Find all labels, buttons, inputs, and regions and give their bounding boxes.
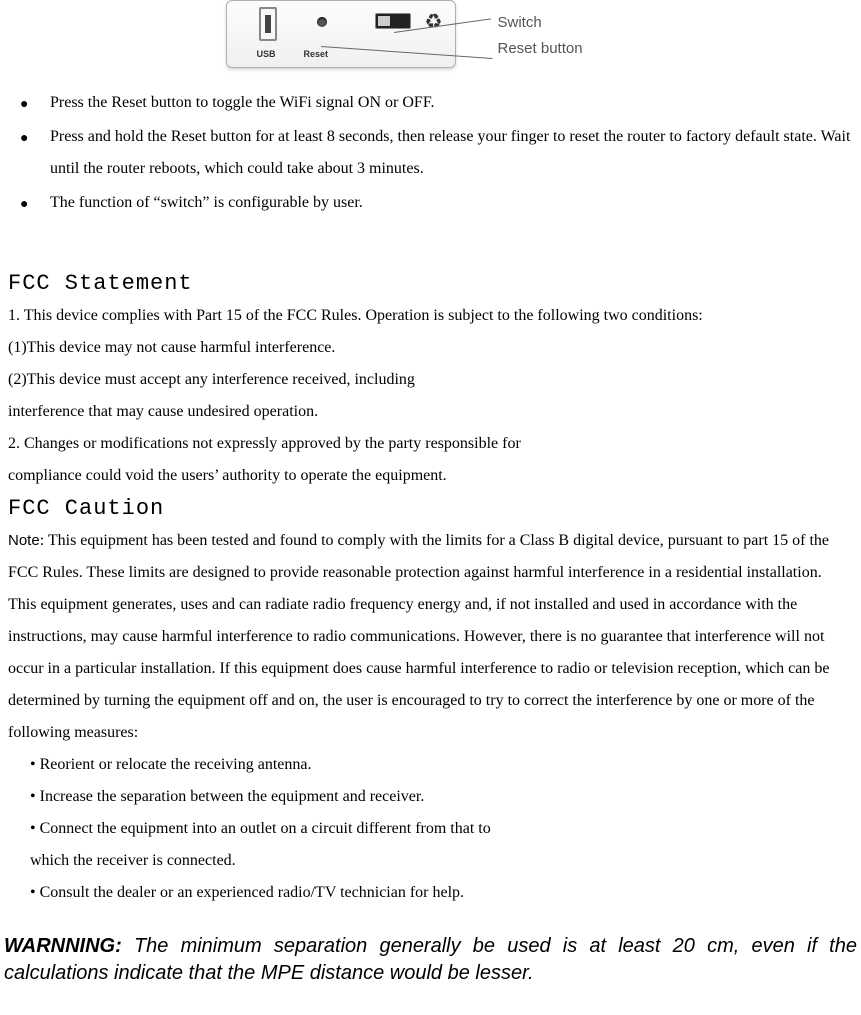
bullet-list: ● Press the Reset button to toggle the W…	[0, 85, 861, 219]
fcc-line: 2. Changes or modifications not expressl…	[8, 428, 853, 460]
measure-text: Connect the equipment into an outlet on …	[40, 820, 491, 837]
measure-text: Increase the separation between the equi…	[40, 788, 425, 805]
fcc-line: interference that may cause undesired op…	[8, 396, 853, 428]
bullet-text: Press and hold the Reset button for at l…	[50, 121, 851, 185]
measure-item: Connect the equipment into an outlet on …	[30, 813, 853, 845]
bullet-text: The function of “switch” is configurable…	[50, 187, 851, 219]
measure-continuation: which the receiver is connected.	[30, 845, 853, 877]
usb-label: USB	[257, 49, 276, 59]
fcc-caution-heading: FCC Caution	[8, 496, 853, 521]
fcc-statement-heading: FCC Statement	[8, 271, 853, 296]
measure-item: Increase the separation between the equi…	[30, 781, 853, 813]
warning-block: WARNNING: The minimum separation general…	[0, 933, 861, 987]
bullet-text: Press the Reset button to toggle the WiF…	[50, 87, 851, 119]
measure-text: Reorient or relocate the receiving anten…	[40, 756, 312, 773]
warning-body: The minimum separation generally be used…	[4, 935, 857, 984]
warning-lead: WARNNING:	[4, 935, 122, 957]
measures-list: Reorient or relocate the receiving anten…	[8, 749, 853, 909]
fcc-statement-section: FCC Statement 1. This device complies wi…	[0, 271, 861, 909]
device-diagram: ♻ USB Reset Switch Reset button	[226, 0, 636, 75]
reset-hole-icon	[317, 17, 327, 27]
recycle-icon: ♻	[425, 9, 443, 34]
usb-port-icon	[259, 7, 277, 41]
fcc-statement-body: 1. This device complies with Part 15 of …	[8, 300, 853, 492]
callout-reset: Reset button	[498, 40, 583, 57]
fcc-caution-body: Note: This equipment has been tested and…	[8, 525, 853, 749]
measure-item: Consult the dealer or an experienced rad…	[30, 877, 853, 909]
list-item: ● Press and hold the Reset button for at…	[10, 121, 851, 185]
bullet-icon: ●	[10, 87, 50, 119]
reset-label: Reset	[304, 49, 329, 59]
callout-switch: Switch	[498, 14, 542, 31]
bullet-icon: ●	[10, 187, 50, 219]
bullet-icon: ●	[10, 121, 50, 153]
fcc-line: (1)This device may not cause harmful int…	[8, 332, 853, 364]
measure-item: Reorient or relocate the receiving anten…	[30, 749, 853, 781]
switch-slot-icon	[375, 13, 411, 29]
note-label: Note	[8, 532, 40, 549]
fcc-line: (2)This device must accept any interfere…	[8, 364, 853, 396]
list-item: ● Press the Reset button to toggle the W…	[10, 87, 851, 119]
list-item: ● The function of “switch” is configurab…	[10, 187, 851, 219]
note-body: : This equipment has been tested and fou…	[8, 532, 829, 741]
measure-text: Consult the dealer or an experienced rad…	[40, 884, 464, 901]
device-box: ♻ USB Reset	[226, 0, 456, 68]
fcc-line: compliance could void the users’ authori…	[8, 460, 853, 492]
fcc-line: 1. This device complies with Part 15 of …	[8, 300, 853, 332]
